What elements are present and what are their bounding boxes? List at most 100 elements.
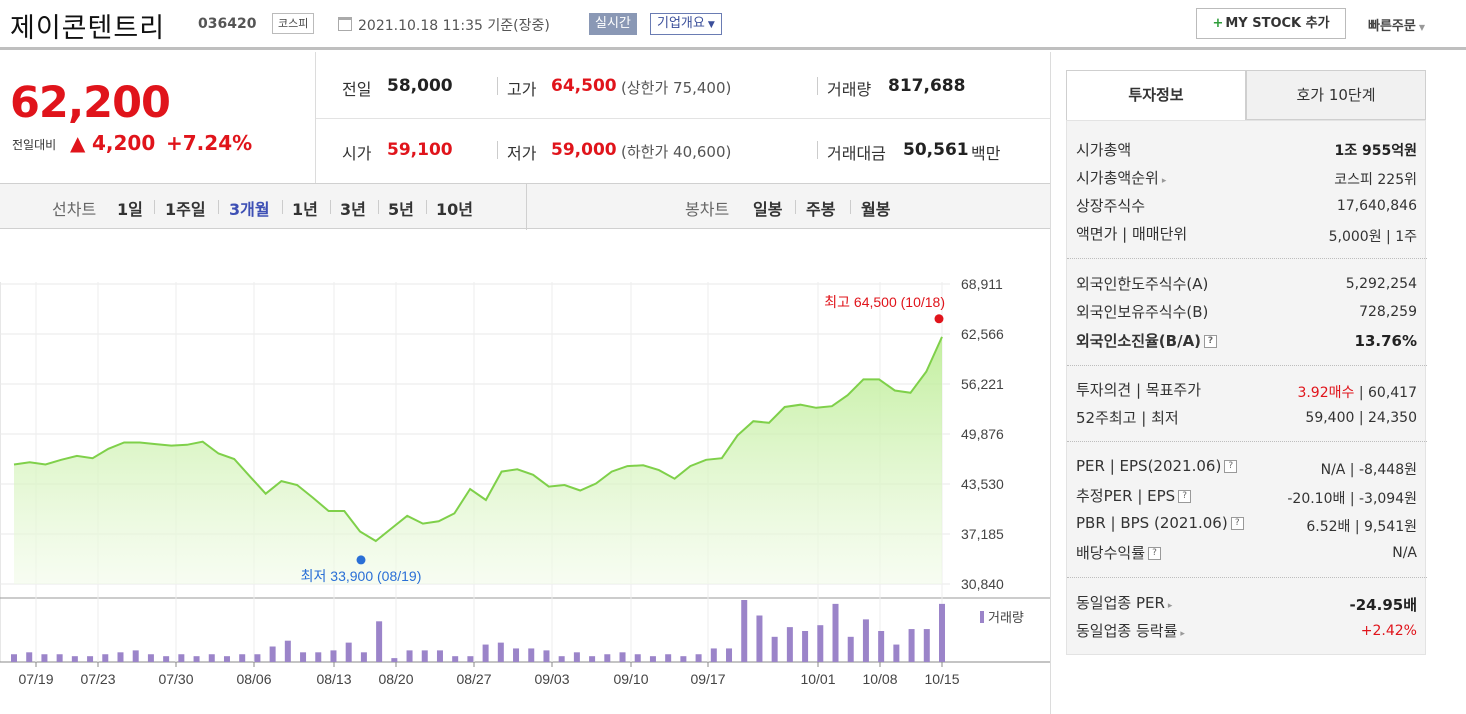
quick-order-button[interactable]: 빠른주문 ▼ [1368,15,1425,34]
volume-bar [893,644,900,662]
market-cap-rank-value: 코스피 225위 [1334,172,1417,188]
upper-limit: (상한가 75,400) [621,79,732,97]
price-chart-svg[interactable]: 68,911 62,566 56,221 49,876 43,530 37,185 30,8… [0,232,1050,714]
separator [850,200,851,214]
chart-range-bar: 선차트 1일 1주일 3개월 1년 3년 5년 10년 봉차트 일봉 주봉 월봉 [0,183,1050,230]
realtime-badge[interactable]: 실시간 [589,13,637,35]
volume-bar [604,654,611,662]
range-5y[interactable]: 5년 [388,200,414,219]
x-tick-label: 09/03 [534,671,569,687]
volume-bar [56,654,63,662]
volume-bar [132,650,139,662]
help-icon[interactable]: ? [1204,335,1218,348]
separator [817,141,818,159]
low-value: 59,000 [551,140,617,160]
est-per-eps-label: 추정PER | EPS [1076,487,1176,505]
face-value-label: 액면가 | 매매단위 [1076,225,1188,243]
plus-icon: + [1212,16,1224,31]
foreign-hold-value: 728,259 [1359,304,1417,320]
caret-right-icon: ▸ [1161,176,1167,186]
help-icon[interactable]: ? [1224,460,1238,473]
est-per-eps-value: -20.10배 | -3,094원 [1287,491,1417,507]
volume-bar [802,631,809,662]
opinion-label: 투자의견 | 목표주가 [1076,381,1201,399]
volume-bar [436,650,443,662]
volume-bar [741,600,748,662]
market-cap-rank-label: 시가총액순위 [1076,169,1159,187]
stock-code: 036420 [198,16,257,32]
range-weekly[interactable]: 주봉 [806,200,836,219]
dividend-value: N/A [1392,545,1417,561]
y-tick-label: 49,876 [961,426,1004,442]
volume-bar [665,654,672,662]
min-price-label: 최저 33,900 (08/19) [301,568,422,584]
volume-bar [178,654,185,662]
range-1d[interactable]: 1일 [117,200,143,219]
help-icon[interactable]: ? [1148,547,1162,560]
tab-order-book[interactable]: 호가 10단계 [1246,70,1426,120]
volume-legend-label: 거래량 [988,610,1024,625]
y-tick-label: 56,221 [961,376,1004,392]
volume-bar [117,652,124,662]
dividend-label-wrap: 배당수익률? [1076,542,1162,563]
panel-divider [1050,52,1051,714]
sector-change-link[interactable]: 동일업종 등락률 ▸ [1076,620,1185,641]
company-name: 제이콘텐트리 [10,13,166,44]
volume-bar [376,621,383,662]
volume-bar [619,652,626,662]
change-percent: +7.24% [166,131,253,155]
volume-value: 817,688 [888,76,966,96]
range-10y[interactable]: 10년 [436,200,473,219]
range-1y[interactable]: 1년 [292,200,318,219]
volume-bar [269,646,276,662]
volume-bar [832,603,839,662]
add-mystock-button[interactable]: + MY STOCK 추가 [1196,8,1346,39]
market-cap-rank-link[interactable]: 시가총액순위 ▸ [1076,167,1166,188]
y-tick-label: 68,911 [961,276,1003,292]
range-3y[interactable]: 3년 [340,200,366,219]
range-monthly[interactable]: 월봉 [861,200,891,219]
low-label: 저가 [507,144,537,163]
invest-info-body: 시가총액 1조 955억원 시가총액순위 ▸ 코스피 225위 상장주식수 17,… [1066,120,1427,655]
volume-bar [756,615,763,662]
range-bar-divider [526,184,527,230]
volume-bar [862,619,869,662]
tab-invest-info[interactable]: 투자정보 [1066,70,1246,120]
foreign-limit-label: 외국인한도주식수(A) [1076,275,1209,293]
sector-change-label: 동일업종 등락률 [1076,622,1178,640]
volume-bar [391,658,398,662]
caret-right-icon: ▸ [1180,629,1185,639]
help-icon[interactable]: ? [1230,517,1244,530]
prev-close-label: 전일 [342,80,372,99]
x-tick-label: 10/15 [924,671,959,687]
range-3m[interactable]: 3개월 [229,200,270,219]
range-daily[interactable]: 일봉 [753,200,783,219]
volume-bar [254,654,261,662]
foreign-hold-label: 외국인보유주식수(B) [1076,303,1209,321]
quote-row-divider [316,118,1050,119]
company-info-dropdown[interactable]: 기업개요 ▼ [650,13,722,35]
price-chart[interactable]: 68,911 62,566 56,221 49,876 43,530 37,185 30,8… [0,232,1050,714]
sector-per-value: -24.95배 [1349,596,1417,614]
lower-limit: (하한가 40,600) [621,143,732,161]
sector-per-link[interactable]: 동일업종 PER ▸ [1076,592,1172,613]
sector-change-value: +2.42% [1360,623,1417,639]
separator [497,141,498,159]
x-tick-label: 08/27 [456,671,491,687]
section-divider [1067,441,1427,442]
volume-bar [726,648,733,662]
change-value: 4,200 [92,131,156,155]
volume-bar [284,640,291,662]
listed-shares-value: 17,640,846 [1336,198,1417,214]
range-1w[interactable]: 1주일 [165,200,206,219]
volume-bar [300,652,307,662]
help-icon[interactable]: ? [1178,490,1192,503]
high-label: 고가 [507,80,537,99]
volume-bar [573,652,580,662]
volume-bar [847,636,854,662]
volume-bar [26,652,33,662]
max-price-label: 최고 64,500 (10/18) [824,294,945,310]
y-tick-label: 30,840 [961,576,1004,592]
current-price: 62,200 [10,78,171,128]
per-eps-label-wrap: PER | EPS(2021.06)? [1076,457,1238,475]
